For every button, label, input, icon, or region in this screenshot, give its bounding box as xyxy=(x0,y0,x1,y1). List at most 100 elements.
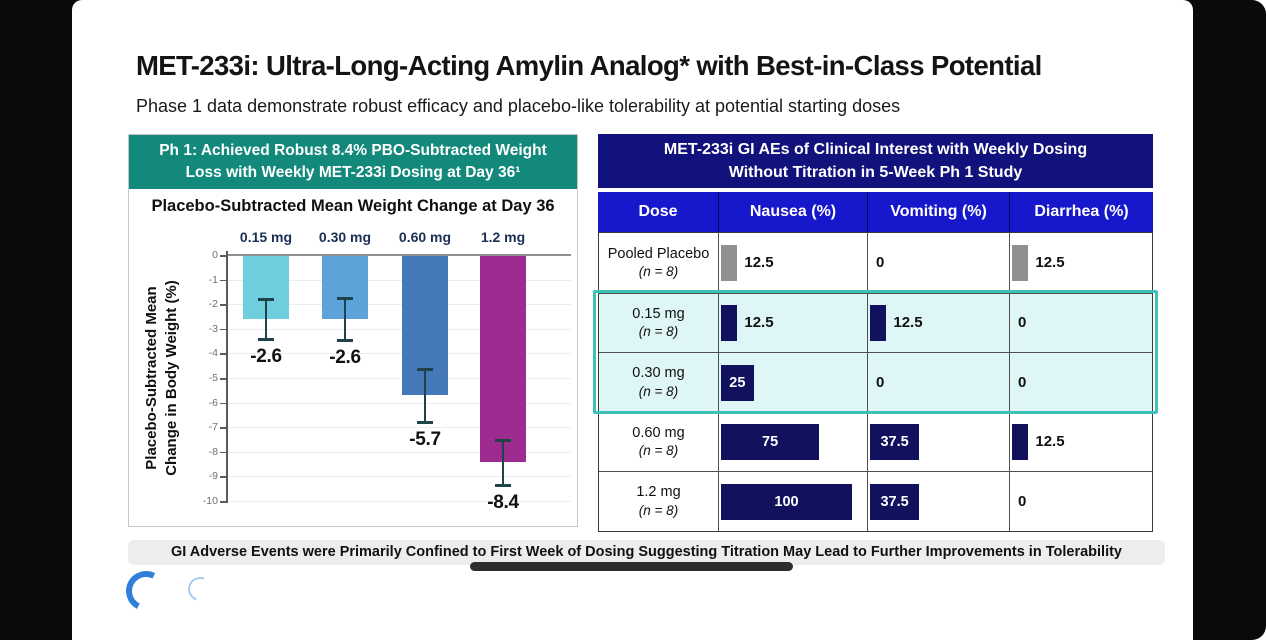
ae-value-cell: 0 xyxy=(1009,472,1152,531)
page-title: MET-233i: Ultra-Long-Acting Amylin Analo… xyxy=(136,50,1042,81)
y-axis-tick-label: -4 xyxy=(208,347,218,360)
ae-value-label: 12.5 xyxy=(1035,253,1065,271)
category-label: 0.60 mg xyxy=(398,229,452,245)
ae-value-label-inside: 37.5 xyxy=(880,493,909,510)
y-axis-tick xyxy=(220,328,226,331)
dose-label: 0.15 mg xyxy=(632,305,685,322)
ae-bar xyxy=(870,305,887,341)
gridline xyxy=(226,304,571,306)
dose-n-label: (n = 8) xyxy=(638,443,679,459)
error-bar-cap-top xyxy=(495,438,511,442)
ae-bar xyxy=(721,483,852,520)
y-axis-tick xyxy=(220,255,226,257)
dose-n-label: (n = 8) xyxy=(638,264,679,280)
y-axis-tick xyxy=(220,279,226,282)
ae-value-label: 0 xyxy=(876,253,885,271)
error-bar-cap-top xyxy=(258,298,274,302)
ae-value-label-inside: 100 xyxy=(774,493,799,510)
y-axis-line xyxy=(226,251,228,503)
y-axis-tick xyxy=(220,304,226,306)
gi-panel-header-line1: MET-233i GI AEs of Clinical Interest wit… xyxy=(663,140,1088,158)
ae-value-label-inside: 75 xyxy=(762,434,779,450)
page-subtitle: Phase 1 data demonstrate robust efficacy… xyxy=(136,96,901,116)
ae-bar xyxy=(1012,424,1029,460)
scrollbar-thumb[interactable] xyxy=(470,562,793,571)
dose-label: Pooled Placebo xyxy=(607,245,710,262)
ae-value-cell: 75 xyxy=(718,412,867,471)
ae-value-cell: 0 xyxy=(867,233,1009,293)
footer-banner: GI Adverse Events were Primarily Confine… xyxy=(128,540,1165,565)
error-bar-cap-top xyxy=(337,297,353,301)
error-bar-cap-top xyxy=(417,368,433,372)
gridline xyxy=(226,402,571,404)
y-axis-tick xyxy=(220,501,226,503)
gridline xyxy=(226,476,571,478)
y-axis-tick-label: -5 xyxy=(208,372,218,384)
error-bar-cap-bottom xyxy=(258,337,274,341)
y-axis-tick xyxy=(220,378,226,380)
gridline xyxy=(226,353,571,355)
ae-bar xyxy=(870,483,920,520)
ae-value-label: 0 xyxy=(876,373,885,391)
ae-value-label: 12.5 xyxy=(893,314,923,331)
category-label: 0.15 mg xyxy=(239,229,293,245)
bar-value-label: -2.6 xyxy=(329,346,361,368)
ae-value-cell: 12.5 xyxy=(1009,412,1152,471)
ae-value-label: 12.5 xyxy=(1035,433,1065,450)
y-axis-tick xyxy=(220,476,226,478)
ae-value-cell: 12.5 xyxy=(867,293,1009,352)
category-label: 1.2 mg xyxy=(480,229,526,245)
table-row: Pooled Placebo (n = 8) 12.5 0 12.5 xyxy=(599,233,1152,293)
error-bar-line xyxy=(502,439,504,485)
ae-bar xyxy=(721,364,754,401)
error-bar-line xyxy=(344,298,346,340)
y-axis-tick-label: -10 xyxy=(202,495,218,507)
error-bar-line xyxy=(424,369,426,423)
dose-label: 0.30 mg xyxy=(632,365,685,382)
partial-logo-mark xyxy=(120,565,172,617)
chart-bar xyxy=(480,256,526,462)
weight-change-bar-chart: Placebo-Subtracted Mean Change in Body W… xyxy=(129,223,577,526)
y-axis-tick-label: -2 xyxy=(208,298,218,311)
ae-value-cell: 37.5 xyxy=(867,412,1009,471)
ae-value-label: 0 xyxy=(1018,373,1027,391)
table-row: 0.30 mg (n = 8) 25 0 0 xyxy=(599,352,1152,412)
y-axis-tick-label: -8 xyxy=(208,445,218,458)
dose-n-label: (n = 8) xyxy=(638,324,679,340)
y-axis-tick-label: -3 xyxy=(208,322,218,335)
gi-panel-header: MET-233i GI AEs of Clinical Interest wit… xyxy=(598,134,1153,188)
bar-value-label: -2.6 xyxy=(250,345,282,367)
gridline xyxy=(226,378,571,379)
ae-value-cell: 25 xyxy=(718,353,867,412)
dose-n-label: (n = 8) xyxy=(638,502,679,518)
ae-bar xyxy=(870,424,920,460)
ae-value-cell: 12.5 xyxy=(718,293,867,352)
dose-label: 0.60 mg xyxy=(632,424,685,441)
error-bar-line xyxy=(265,299,267,339)
ae-value-cell: 37.5 xyxy=(867,472,1009,531)
y-axis-tick xyxy=(220,427,226,429)
gi-panel-header-line2: Without Titration in 5-Week Ph 1 Study xyxy=(728,164,1023,181)
gridline xyxy=(226,427,571,429)
ae-value-label: 0 xyxy=(1018,492,1027,510)
table-row: 0.60 mg (n = 8) 75 37.5 12.5 xyxy=(599,411,1152,471)
weight-panel-header-line2: Loss with Weekly MET-233i Dosing at Day … xyxy=(185,164,521,181)
ae-value-label-inside: 25 xyxy=(729,374,746,391)
y-axis-label: Placebo-Subtracted Mean Change in Body W… xyxy=(143,280,180,476)
bar-value-label: -5.7 xyxy=(409,429,441,451)
ae-bar xyxy=(1012,244,1029,281)
ae-value-cell: 0 xyxy=(867,353,1009,412)
gridline xyxy=(226,501,571,502)
ae-value-label: 0 xyxy=(1018,314,1027,331)
column-header-dose: Dose xyxy=(638,203,678,220)
ae-bar xyxy=(721,244,738,281)
y-axis-tick xyxy=(220,353,226,355)
bar-value-label: -8.4 xyxy=(487,492,519,513)
ae-value-cell: 100 xyxy=(718,472,867,531)
dose-cell: 0.30 mg (n = 8) xyxy=(599,353,718,412)
zero-axis-line xyxy=(226,254,571,256)
weight-panel-header-line1: Ph 1: Achieved Robust 8.4% PBO-Subtracte… xyxy=(159,141,547,159)
error-bar-cap-bottom xyxy=(337,338,353,342)
ae-value-cell: 0 xyxy=(1009,353,1152,412)
ae-value-label: 12.5 xyxy=(744,253,774,271)
